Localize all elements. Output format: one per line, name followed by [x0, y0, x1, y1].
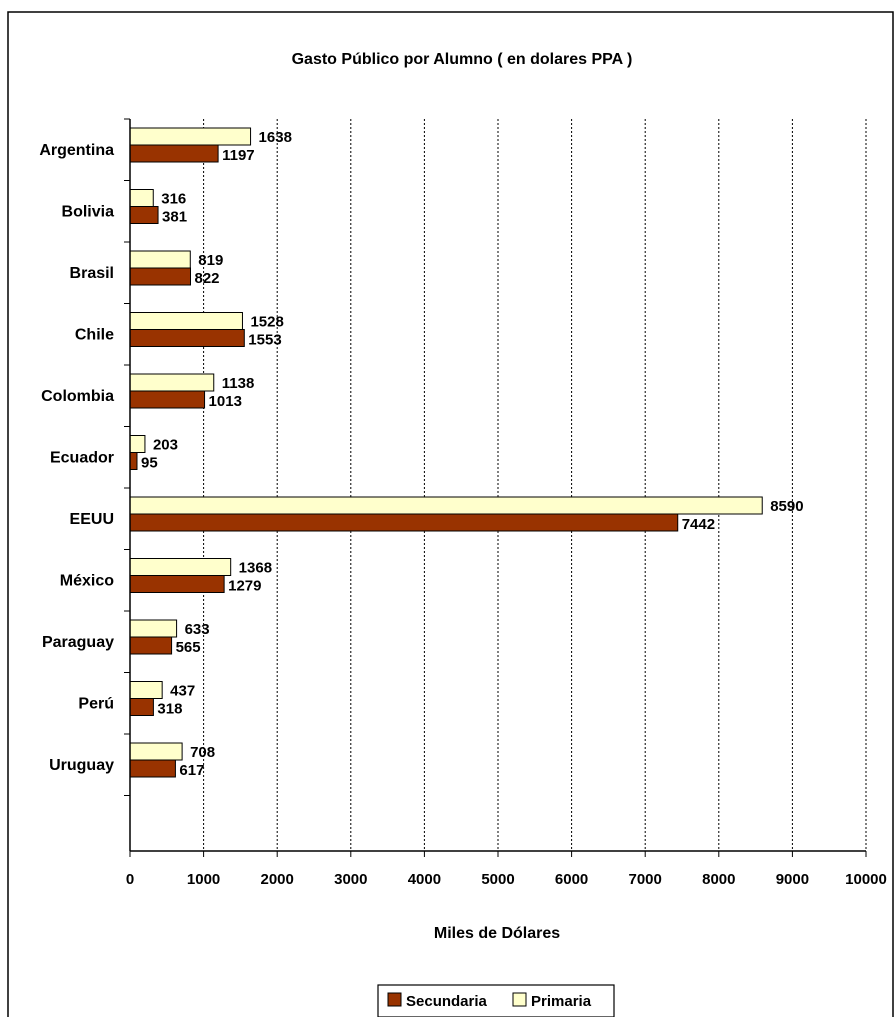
data-label-secundaria: 1197: [222, 147, 255, 164]
x-tick-label: 10000: [845, 871, 887, 888]
category-label: México: [60, 572, 114, 589]
bar-primaria: [129, 681, 163, 699]
legend-swatch-primaria: [512, 992, 527, 1007]
grid-layer: [203, 119, 867, 851]
data-label-primaria: 1138: [222, 375, 255, 392]
data-label-primaria: 819: [198, 252, 223, 269]
bar-primaria: [129, 312, 243, 330]
chart-legend: Secundaria Primaria: [377, 984, 615, 1017]
x-tick-label: 5000: [481, 871, 514, 888]
category-label: Perú: [78, 695, 114, 712]
category-label: Colombia: [41, 388, 114, 405]
data-label-secundaria: 318: [157, 701, 182, 718]
data-label-primaria: 316: [161, 191, 186, 208]
bar-secundaria: [129, 390, 206, 409]
category-label: Ecuador: [50, 449, 114, 466]
bar-secundaria: [129, 513, 679, 532]
x-tick-label: 3000: [334, 871, 367, 888]
x-axis-title: Miles de Dólares: [434, 925, 560, 942]
bar-primaria: [129, 250, 191, 269]
bar-primaria: [129, 127, 252, 146]
data-label-secundaria: 95: [141, 455, 158, 472]
legend-box: [377, 984, 615, 1017]
data-label-primaria: 708: [190, 744, 215, 761]
x-tick-label: 0: [126, 871, 134, 888]
data-label-secundaria: 565: [176, 639, 201, 656]
labels-layer: Argentina16381197Bolivia316381Brasil8198…: [39, 129, 803, 779]
bar-primaria: [129, 435, 146, 453]
axis-layer: 0 1000 2000 3000 4000 5000 6000 7000 8000 9000 100…: [124, 118, 887, 888]
data-label-primaria: 437: [170, 683, 195, 700]
x-tick-label: 8000: [702, 871, 735, 888]
bar-primaria: [129, 496, 763, 515]
data-label-primaria: 1638: [259, 129, 292, 146]
data-label-primaria: 203: [153, 437, 178, 454]
x-tick-label: 1000: [187, 871, 220, 888]
bar-primaria: [129, 558, 232, 576]
category-label: Brasil: [70, 265, 114, 282]
bar-primaria: [129, 189, 154, 207]
data-label-secundaria: 1279: [228, 578, 261, 595]
bar-secundaria: [129, 698, 154, 716]
bar-secundaria: [129, 636, 173, 655]
data-label-secundaria: 1013: [209, 393, 242, 410]
legend-label-primaria: Primaria: [531, 993, 592, 1010]
bar-primaria: [129, 373, 215, 392]
category-label: Bolivia: [62, 203, 115, 220]
x-tick-label: 7000: [629, 871, 662, 888]
x-tick-label: 9000: [776, 871, 809, 888]
bar-secundaria: [129, 759, 176, 778]
x-tick-label: 6000: [555, 871, 588, 888]
bar-secundaria: [129, 267, 191, 286]
data-label-secundaria: 381: [162, 209, 187, 226]
legend-label-secundaria: Secundaria: [406, 993, 488, 1010]
data-label-secundaria: 7442: [682, 516, 715, 533]
bar-secundaria: [129, 452, 138, 470]
category-label: Uruguay: [49, 757, 114, 774]
x-tick-label: 4000: [408, 871, 441, 888]
bar-secundaria: [129, 206, 159, 224]
category-label: Chile: [75, 326, 114, 343]
bar-primaria: [129, 742, 183, 761]
data-label-primaria: 8590: [770, 498, 803, 515]
bar-secundaria: [129, 575, 225, 593]
data-label-secundaria: 822: [194, 270, 219, 287]
chart-title: Gasto Público por Alumno ( en dolares PP…: [292, 51, 633, 68]
data-label-secundaria: 617: [179, 762, 204, 779]
bar-secundaria: [129, 144, 219, 163]
bar-primaria: [129, 619, 178, 638]
data-label-primaria: 1368: [239, 560, 272, 577]
x-tick-label: 2000: [261, 871, 294, 888]
data-label-primaria: 1528: [250, 314, 283, 331]
data-label-primaria: 633: [185, 621, 210, 638]
category-label: Argentina: [39, 142, 114, 159]
legend-swatch-secundaria: [387, 992, 402, 1007]
category-label: EEUU: [70, 511, 114, 528]
category-label: Paraguay: [42, 634, 114, 651]
data-label-secundaria: 1553: [248, 332, 281, 349]
bar-secundaria: [129, 329, 245, 347]
